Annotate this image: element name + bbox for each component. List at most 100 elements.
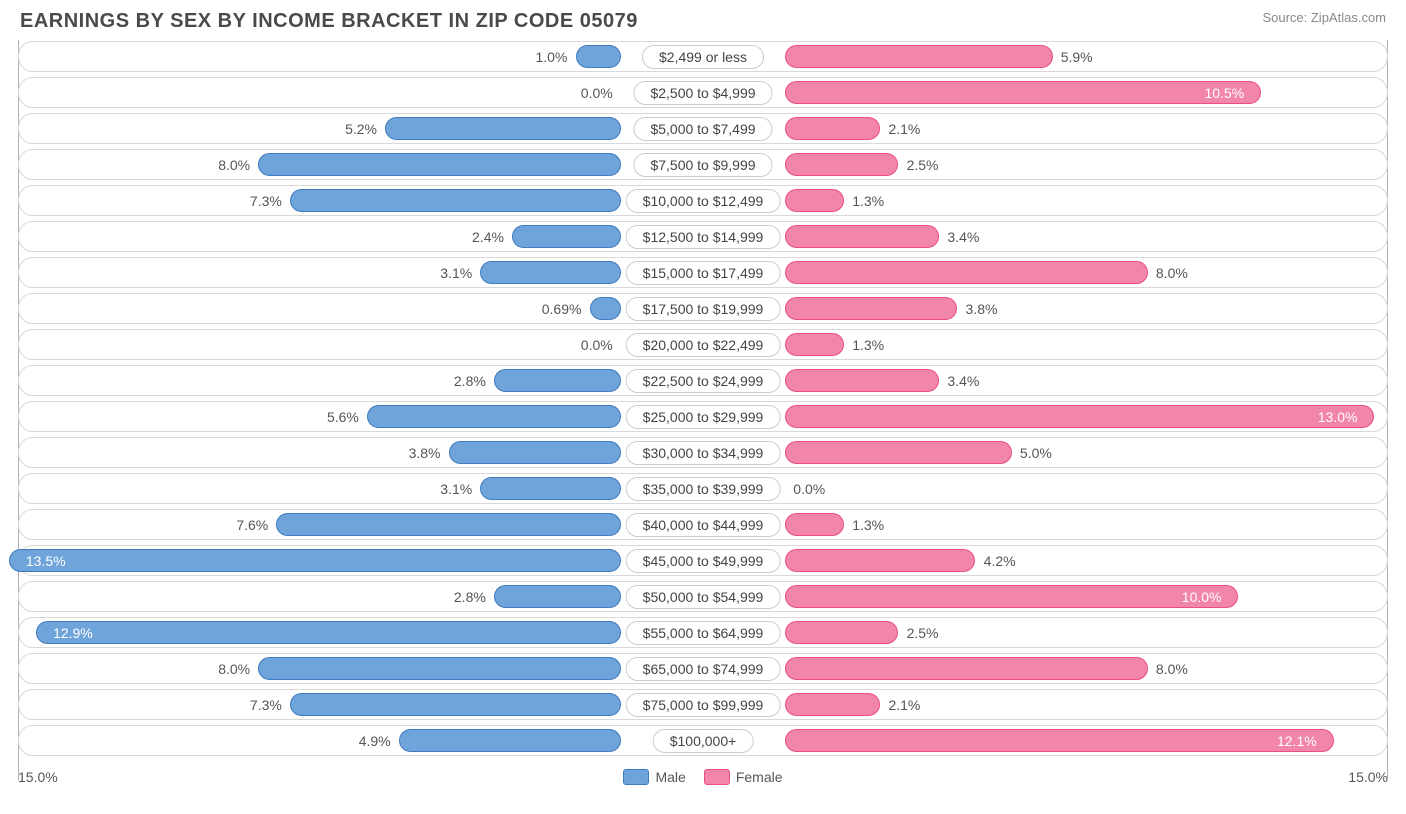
bracket-label: $20,000 to $22,499 — [626, 333, 781, 357]
male-bar — [290, 693, 621, 716]
male-bar — [385, 117, 621, 140]
axis-label-left: 15.0% — [18, 769, 58, 785]
bracket-label: $12,500 to $14,999 — [626, 225, 781, 249]
female-bar — [785, 117, 880, 140]
male-bar — [367, 405, 621, 428]
bracket-label: $65,000 to $74,999 — [626, 657, 781, 681]
bracket-label: $50,000 to $54,999 — [626, 585, 781, 609]
row-track: $2,500 to $4,9990.0%10.5% — [18, 77, 1388, 108]
row-track: $2,499 or less 1.0% 5.9% — [18, 41, 1388, 72]
female-value: 13.0% — [1318, 409, 1368, 425]
male-value: 2.4% — [472, 229, 504, 245]
bracket-label: $2,499 or less — [642, 45, 764, 69]
female-bar — [785, 189, 844, 212]
male-value: 2.8% — [454, 589, 486, 605]
female-value: 2.5% — [907, 157, 939, 173]
bracket-label: $100,000+ — [653, 729, 754, 753]
bracket-label: $30,000 to $34,999 — [626, 441, 781, 465]
male-bar — [399, 729, 621, 752]
male-value: 5.2% — [345, 121, 377, 137]
female-value: 3.4% — [947, 229, 979, 245]
male-value: 8.0% — [218, 157, 250, 173]
source-label: Source: ZipAtlas.com — [1262, 10, 1386, 25]
bracket-label: $15,000 to $17,499 — [626, 261, 781, 285]
bracket-label: $35,000 to $39,999 — [626, 477, 781, 501]
male-value: 7.6% — [236, 517, 268, 533]
female-bar — [785, 441, 1012, 464]
female-bar — [785, 405, 1374, 428]
male-value: 3.1% — [440, 265, 472, 281]
male-value: 0.0% — [581, 337, 613, 353]
bracket-label: $45,000 to $49,999 — [626, 549, 781, 573]
bracket-label: $55,000 to $64,999 — [626, 621, 781, 645]
bracket-label: $2,500 to $4,999 — [633, 81, 772, 105]
female-bar — [785, 261, 1148, 284]
female-value: 8.0% — [1156, 265, 1188, 281]
female-value: 2.1% — [888, 697, 920, 713]
row-track: $65,000 to $74,999 8.0% 8.0% — [18, 653, 1388, 684]
bracket-label: $10,000 to $12,499 — [626, 189, 781, 213]
male-value: 5.6% — [327, 409, 359, 425]
legend-label-female: Female — [736, 769, 783, 785]
male-value: 0.69% — [542, 301, 582, 317]
female-bar — [785, 297, 957, 320]
female-bar — [785, 153, 898, 176]
row-track: $55,000 to $64,99912.9%2.5% — [18, 617, 1388, 648]
male-bar — [480, 261, 621, 284]
male-bar — [512, 225, 621, 248]
female-bar — [785, 693, 880, 716]
female-bar — [785, 729, 1333, 752]
bracket-label: $7,500 to $9,999 — [633, 153, 772, 177]
bracket-label: $5,000 to $7,499 — [633, 117, 772, 141]
swatch-male — [623, 769, 649, 785]
male-value: 3.8% — [409, 445, 441, 461]
female-bar — [785, 225, 939, 248]
row-track: $7,500 to $9,999 8.0% 2.5% — [18, 149, 1388, 180]
female-bar — [785, 549, 975, 572]
row-track: $10,000 to $12,4997.3%1.3% — [18, 185, 1388, 216]
row-track: $50,000 to $54,999 2.8% 10.0% — [18, 581, 1388, 612]
male-bar — [276, 513, 620, 536]
row-track: $5,000 to $7,499 5.2% 2.1% — [18, 113, 1388, 144]
male-bar — [590, 297, 621, 320]
male-value: 3.1% — [440, 481, 472, 497]
swatch-female — [704, 769, 730, 785]
female-value: 1.3% — [852, 517, 884, 533]
bracket-label: $17,500 to $19,999 — [626, 297, 781, 321]
female-value: 10.0% — [1182, 589, 1232, 605]
bracket-label: $25,000 to $29,999 — [626, 405, 781, 429]
row-track: $35,000 to $39,9993.1%0.0% — [18, 473, 1388, 504]
female-value: 5.0% — [1020, 445, 1052, 461]
row-track: $15,000 to $17,499 3.1% 8.0% — [18, 257, 1388, 288]
male-value: 1.0% — [535, 49, 567, 65]
legend: Male Female — [623, 769, 782, 785]
bracket-label: $75,000 to $99,999 — [626, 693, 781, 717]
legend-item-female: Female — [704, 769, 783, 785]
male-bar — [480, 477, 621, 500]
male-bar — [36, 621, 621, 644]
bracket-label: $22,500 to $24,999 — [626, 369, 781, 393]
row-track: $30,000 to $34,999 3.8% 5.0% — [18, 437, 1388, 468]
male-bar — [449, 441, 621, 464]
male-value: 4.9% — [359, 733, 391, 749]
female-value: 1.3% — [852, 193, 884, 209]
female-value: 2.5% — [907, 625, 939, 641]
axis-label-right: 15.0% — [1348, 769, 1388, 785]
legend-label-male: Male — [655, 769, 685, 785]
female-value: 2.1% — [888, 121, 920, 137]
male-value: 8.0% — [218, 661, 250, 677]
female-value: 1.3% — [852, 337, 884, 353]
male-bar — [290, 189, 621, 212]
female-value: 5.9% — [1061, 49, 1093, 65]
row-track: $20,000 to $22,499 0.0% 1.3% — [18, 329, 1388, 360]
male-bar — [258, 657, 621, 680]
row-track: $25,000 to $29,999 5.6% 13.0% — [18, 401, 1388, 432]
female-value: 8.0% — [1156, 661, 1188, 677]
row-track: $100,000+4.9%12.1% — [18, 725, 1388, 756]
row-track: $75,000 to $99,999 7.3% 2.1% — [18, 689, 1388, 720]
male-bar — [494, 369, 621, 392]
bracket-label: $40,000 to $44,999 — [626, 513, 781, 537]
chart-title: EARNINGS BY SEX BY INCOME BRACKET IN ZIP… — [20, 10, 638, 33]
male-value: 7.3% — [250, 697, 282, 713]
female-value: 3.8% — [966, 301, 998, 317]
